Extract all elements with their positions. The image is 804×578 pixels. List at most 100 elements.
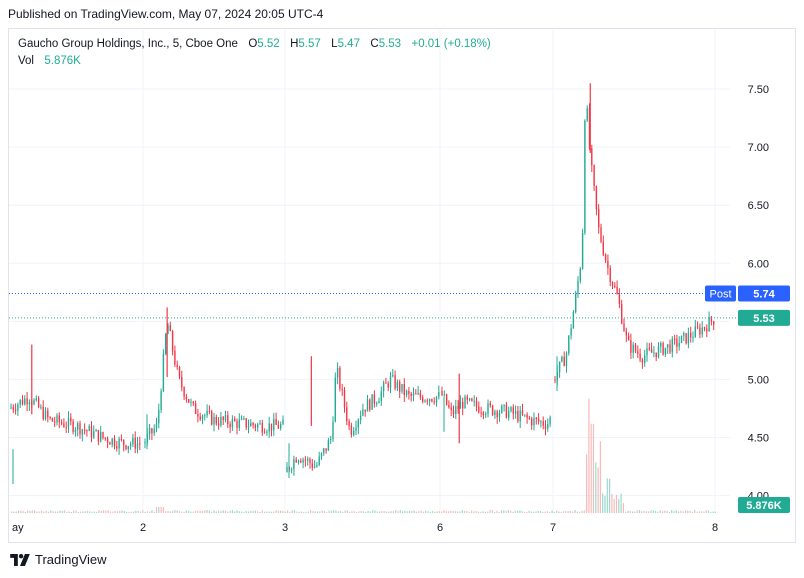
volume-bar — [494, 511, 496, 513]
low-value: 5.47 — [337, 38, 360, 50]
volume-bar — [535, 511, 537, 513]
candle-body — [403, 384, 405, 396]
volume-bar — [172, 510, 174, 513]
volume-bar — [20, 510, 22, 513]
volume-bar — [291, 510, 293, 513]
candle-body — [412, 393, 415, 396]
candle-body — [431, 399, 433, 402]
volume-bar — [316, 511, 319, 513]
candle-body — [346, 407, 348, 422]
candle-body — [417, 392, 419, 395]
volume-bar — [296, 511, 298, 513]
volume-bar — [415, 511, 417, 513]
volume-bar — [425, 510, 427, 513]
symbol-name[interactable]: Gaucho Group Holdings, Inc., 5, Cboe One — [18, 38, 238, 50]
volume-bar — [395, 510, 397, 513]
candle-body — [93, 431, 95, 438]
candle-body — [277, 424, 280, 429]
volume-bar — [31, 510, 33, 513]
candle-body — [190, 401, 192, 403]
candle-body — [662, 343, 664, 355]
volume-bar — [82, 511, 84, 513]
candle-body — [63, 423, 65, 427]
volume-bar — [526, 511, 528, 513]
candle-body — [547, 424, 549, 429]
volume-bar — [204, 510, 206, 513]
volume-bar — [675, 510, 677, 513]
volume-bar — [59, 510, 61, 513]
volume-bar — [250, 511, 252, 513]
candle-body — [630, 340, 632, 353]
volume-bar — [402, 511, 404, 513]
candle-body — [692, 337, 694, 339]
volume-bar — [521, 511, 523, 513]
candle-body — [408, 390, 410, 394]
volume-bar — [252, 510, 254, 513]
volume-bar — [567, 510, 569, 513]
volume-bar — [128, 511, 130, 513]
candle-body — [183, 387, 185, 397]
candle-body — [355, 427, 357, 431]
candle-body — [113, 438, 116, 447]
post-badge-label: Post — [709, 288, 731, 300]
candle-body — [535, 417, 537, 419]
volume-bar — [397, 511, 399, 513]
candle-body — [332, 421, 334, 440]
candle-body — [286, 467, 288, 473]
volume-bar — [91, 511, 93, 513]
volume-bar — [523, 511, 526, 513]
volume-bar — [135, 510, 137, 513]
candle-body — [657, 346, 660, 358]
volume-bar — [466, 511, 468, 513]
candle-body — [410, 393, 412, 396]
candle-body — [512, 407, 514, 414]
volume-bar — [491, 510, 493, 513]
open-label: O — [248, 38, 258, 50]
volume-bar — [326, 511, 328, 513]
candle-body — [378, 401, 380, 404]
candle-body — [584, 120, 586, 233]
candle-body — [165, 334, 167, 354]
y-tick-label: 7.00 — [748, 142, 769, 154]
volume-bar — [63, 510, 66, 513]
tradingview-brand[interactable]: TradingView — [35, 552, 107, 567]
candle-body — [577, 280, 579, 295]
volume-bar — [369, 511, 371, 513]
candle-body — [701, 327, 703, 335]
volume-bar — [199, 510, 201, 513]
candle-body — [524, 414, 526, 416]
volume-bar — [174, 510, 176, 513]
candle-body — [641, 359, 644, 363]
candle-body — [323, 448, 325, 454]
y-tick-label: 6.50 — [748, 200, 769, 212]
candle-body — [127, 446, 129, 450]
volume-bar — [457, 511, 459, 513]
volume-bar — [487, 511, 489, 513]
candle-body — [494, 411, 496, 415]
volume-bar — [696, 511, 698, 513]
candle-body — [713, 321, 715, 325]
candle-body — [33, 400, 35, 405]
candle-body — [263, 432, 266, 434]
candle-body — [687, 332, 690, 344]
volume-bar — [694, 510, 696, 513]
volume-bar — [142, 510, 144, 513]
volume-bar — [712, 511, 714, 513]
candle-body — [132, 437, 134, 445]
volume-bar — [146, 511, 148, 513]
volume-bar — [671, 510, 673, 513]
candle-body — [473, 400, 475, 402]
candle-body — [419, 392, 422, 398]
candle-body — [77, 423, 79, 430]
volume-bar — [323, 511, 325, 513]
candle-body — [160, 391, 162, 410]
candle-body — [222, 416, 224, 421]
chart-frame — [8, 28, 796, 543]
volume-bar — [310, 510, 312, 513]
candle-body — [394, 375, 396, 389]
volume-bar — [312, 511, 314, 513]
candle-body — [330, 439, 332, 441]
candle-body — [459, 402, 462, 409]
volume-bar — [691, 511, 693, 513]
